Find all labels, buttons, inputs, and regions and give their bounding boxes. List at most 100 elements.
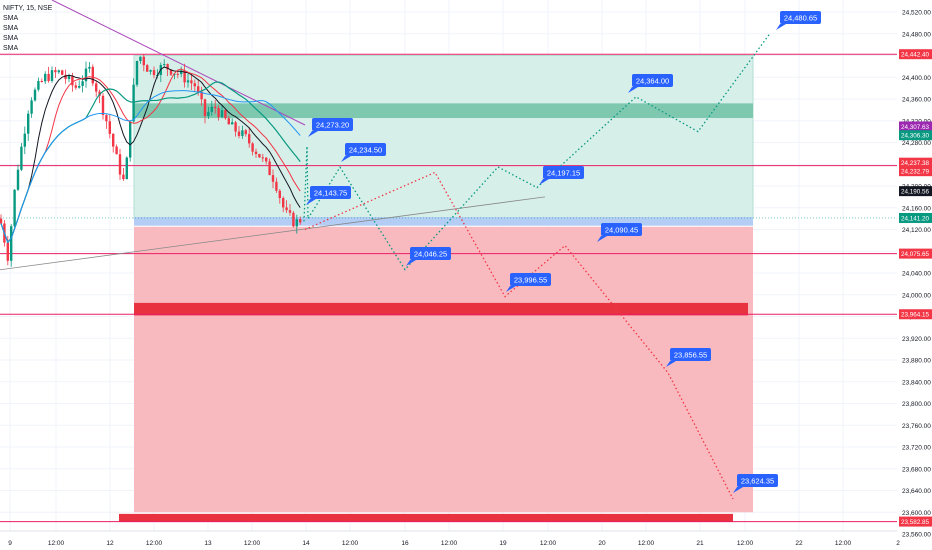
x-tick-label: 16 <box>401 540 409 547</box>
x-tick-label: 12:00 <box>342 540 359 547</box>
price-badge-bg <box>899 130 932 141</box>
candle-body <box>139 56 142 62</box>
sma-line-blue <box>0 90 301 244</box>
price-badge-label: 24,141.20 <box>901 215 930 222</box>
sma-indicator-2[interactable]: SMA <box>3 25 19 32</box>
candle-body <box>88 66 91 69</box>
price-badge: 24,232.79 <box>899 166 932 177</box>
sma-indicator-3[interactable]: SMA <box>3 35 19 42</box>
callout-pointer <box>776 24 786 30</box>
price-badge-bg <box>899 121 932 132</box>
y-tick-label: 23,640.00 <box>902 488 931 495</box>
y-tick-label: 24,160.00 <box>902 205 931 212</box>
callout-pointer <box>406 260 416 266</box>
resistance-band <box>134 103 753 119</box>
y-tick-label: 23,800.00 <box>902 401 931 408</box>
candle-body <box>129 121 132 158</box>
price-badge: 23,964.15 <box>899 309 932 320</box>
callout-box <box>737 474 778 487</box>
callout-pointer <box>597 236 607 242</box>
candle-body <box>224 110 227 119</box>
x-tick-label: 2 <box>896 540 900 547</box>
x-tick-label: 13 <box>204 540 212 547</box>
bearish-callout-label: 24,090.45 <box>605 226 638 235</box>
candle-body <box>234 122 237 132</box>
candle-body <box>37 81 40 90</box>
y-tick-label: 24,120.00 <box>902 227 931 234</box>
price-badge: 24,307.63 <box>899 121 932 132</box>
candle-body <box>81 81 84 86</box>
candle-body <box>13 189 16 227</box>
sma-indicator-1[interactable]: SMA <box>3 15 19 22</box>
callout-box <box>345 143 386 156</box>
callout-pointer <box>306 199 316 205</box>
callout-box <box>310 186 351 199</box>
y-tick-label: 24,280.00 <box>902 140 931 147</box>
candle-body <box>125 157 128 180</box>
price-axis: 24,520.0024,480.0024,440.0024,400.0024,3… <box>897 0 932 550</box>
y-tick-label: 23,920.00 <box>902 336 931 343</box>
candle-body <box>44 73 47 82</box>
price-badge: 24,442.40 <box>899 49 932 60</box>
y-tick-label: 24,360.00 <box>902 97 931 104</box>
price-badge-bg <box>899 49 932 60</box>
y-tick-label: 23,840.00 <box>902 379 931 386</box>
price-badge-label: 24,307.63 <box>901 124 930 131</box>
candle-body <box>91 66 94 84</box>
sma-line-black <box>0 66 301 244</box>
candle-body <box>142 56 145 66</box>
target-band <box>119 513 733 523</box>
loss-zone <box>134 226 753 513</box>
candle-body <box>203 99 207 117</box>
candle-body <box>241 130 244 136</box>
callout-box <box>670 348 711 361</box>
x-tick-label: 12:00 <box>835 540 852 547</box>
price-badge-label: 23,964.15 <box>901 312 930 319</box>
y-tick-label: 23,680.00 <box>902 466 931 473</box>
candle-body <box>115 146 118 155</box>
up-trendline <box>0 196 546 271</box>
x-tick-label: 14 <box>302 540 310 547</box>
y-tick-label: 23,720.00 <box>902 445 931 452</box>
candle-body <box>169 69 173 75</box>
candle-body <box>149 70 152 72</box>
symbol-title[interactable]: NIFTY, 15, NSE <box>3 5 53 12</box>
candle-body <box>275 181 278 191</box>
x-tick-label: 12:00 <box>441 540 458 547</box>
x-tick-label: 12 <box>106 540 114 547</box>
candle-body <box>268 161 271 176</box>
candle-body <box>101 95 105 116</box>
price-badge-label: 23,582.85 <box>901 519 930 526</box>
callout-pointer <box>341 156 351 162</box>
bearish-callout-label: 23,624.35 <box>741 477 774 486</box>
price-badge: 24,190.56 <box>899 186 932 197</box>
candle-body <box>71 76 74 86</box>
bullish-callout: 24,197.15 <box>539 166 584 185</box>
chart-legend: NIFTY, 15, NSE SMA SMA SMA SMA <box>3 4 52 54</box>
candle-body <box>190 80 193 84</box>
candle-body <box>200 91 203 100</box>
candle-body <box>33 89 37 101</box>
candle-body <box>30 100 33 114</box>
y-tick-label: 23,760.00 <box>902 423 931 430</box>
x-tick-label: 12:00 <box>146 540 163 547</box>
callout-pointer <box>733 487 743 493</box>
price-badge-label: 24,306.30 <box>901 133 930 140</box>
candle-body <box>47 73 50 81</box>
candle-body <box>285 207 288 211</box>
candle-body <box>244 130 247 135</box>
candle-body <box>176 73 179 75</box>
callout-pointer <box>628 87 638 93</box>
candle-body <box>95 83 98 92</box>
x-tick-label: 12:00 <box>48 540 65 547</box>
x-tick-label: 12:00 <box>244 540 261 547</box>
candle-body <box>210 106 213 112</box>
x-tick-label: 20 <box>598 540 606 547</box>
x-tick-label: 12:00 <box>638 540 655 547</box>
sma-indicator-4[interactable]: SMA <box>3 45 19 52</box>
candle-body <box>10 226 13 261</box>
bearish-callout: 23,996.55 <box>506 273 551 292</box>
candle-body <box>122 174 125 180</box>
candle-body <box>166 64 169 70</box>
